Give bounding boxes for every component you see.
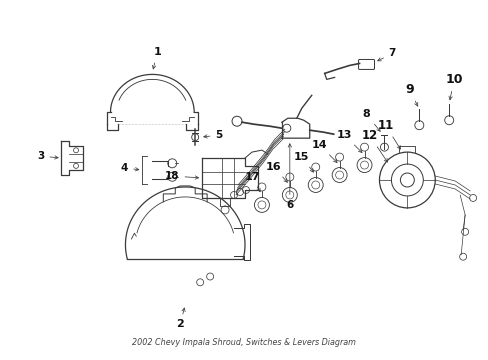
Text: 11: 11 <box>377 119 400 149</box>
Text: 17: 17 <box>244 172 260 192</box>
Text: 5: 5 <box>203 130 222 140</box>
Text: 10: 10 <box>445 73 462 100</box>
Text: 12: 12 <box>361 129 386 162</box>
Text: 15: 15 <box>293 152 313 172</box>
Text: 8: 8 <box>362 109 379 131</box>
Text: 13: 13 <box>336 130 361 153</box>
Text: 16: 16 <box>265 162 287 182</box>
Text: 4: 4 <box>121 163 139 173</box>
Text: 9: 9 <box>404 83 417 106</box>
Text: 7: 7 <box>377 49 395 61</box>
Text: 2002 Chevy Impala Shroud, Switches & Levers Diagram: 2002 Chevy Impala Shroud, Switches & Lev… <box>132 338 355 347</box>
Text: 6: 6 <box>285 144 293 210</box>
Text: 2: 2 <box>176 308 185 329</box>
Text: 3: 3 <box>37 151 58 161</box>
Text: 14: 14 <box>311 140 336 162</box>
Text: 1: 1 <box>152 48 161 69</box>
Text: 18: 18 <box>164 171 198 181</box>
